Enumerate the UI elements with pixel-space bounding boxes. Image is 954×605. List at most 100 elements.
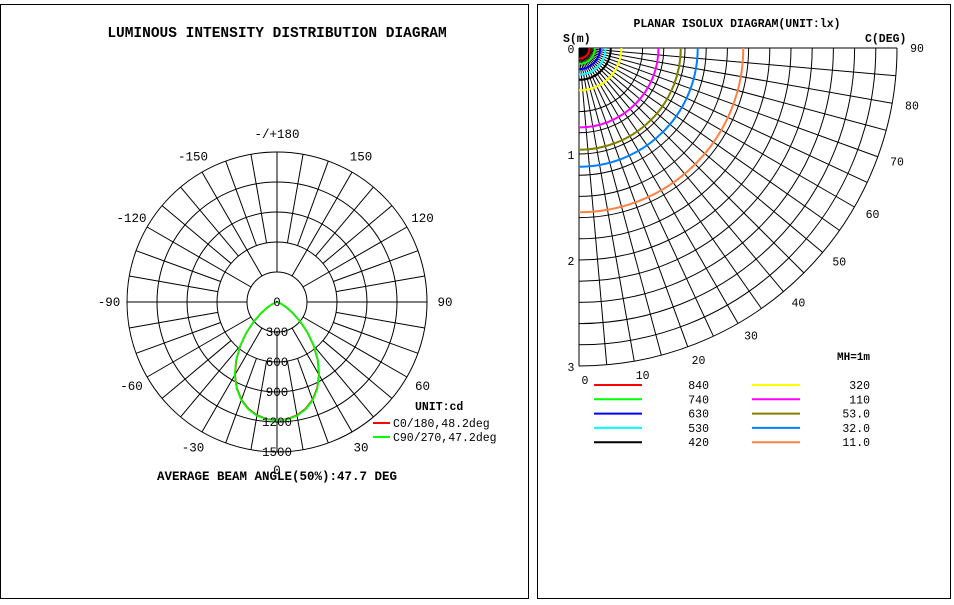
polar-grid-spoke bbox=[180, 347, 239, 418]
polar-angle-label: -/+180 bbox=[254, 128, 299, 142]
s-axis-tick: 0 bbox=[568, 44, 575, 57]
s-axis-label: S(m) bbox=[563, 33, 591, 46]
left-panel-frame bbox=[0, 4, 529, 599]
polar-radial-label: 0 bbox=[273, 296, 281, 310]
c-axis-tick: 70 bbox=[890, 157, 904, 170]
isolux-grid-spoke bbox=[578, 47, 840, 231]
isolux-panel: PLANAR ISOLUX DIAGRAM(UNIT:lx) S(m) C(DE… bbox=[563, 18, 924, 450]
polar-grid-spoke bbox=[180, 186, 239, 257]
c-axis-tick: 50 bbox=[832, 256, 846, 269]
legend-entry: C90/270,47.2deg bbox=[393, 432, 497, 445]
polar-angle-label: 90 bbox=[437, 296, 452, 310]
right-panel-title: PLANAR ISOLUX DIAGRAM(UNIT:lx) bbox=[633, 18, 840, 31]
polar-angle-label: -30 bbox=[182, 441, 205, 455]
polar-grid-spoke bbox=[135, 250, 221, 282]
legend-entry: C0/180,48.2deg bbox=[393, 418, 490, 431]
intensity-distribution-panel: LUMINOUS INTENSITY DISTRIBUTION DIAGRAM … bbox=[98, 26, 497, 484]
polar-grid-spoke bbox=[333, 322, 419, 354]
isolux-legend-value: 32.0 bbox=[842, 423, 870, 436]
s-axis-tick: 3 bbox=[568, 362, 575, 375]
isolux-grid bbox=[578, 47, 898, 367]
polar-grid-spoke bbox=[250, 361, 268, 450]
c-axis-label: C(DEG) bbox=[865, 33, 906, 46]
polar-grid-spoke bbox=[286, 154, 304, 243]
beam-angle-footer: AVERAGE BEAM ANGLE(50%):47.7 DEG bbox=[157, 470, 397, 484]
isolux-grid-spoke bbox=[578, 47, 805, 274]
isolux-legend-value: 740 bbox=[688, 394, 709, 407]
polar-grid-spoke bbox=[336, 311, 425, 329]
polar-angle-label: -120 bbox=[116, 212, 146, 226]
polar-grid-spoke bbox=[315, 186, 374, 257]
c-axis-tick: 60 bbox=[866, 209, 880, 222]
polar-grid-spoke bbox=[302, 226, 408, 288]
polar-radial-labels: 0 300 600 900 1200 1500 bbox=[262, 296, 292, 460]
isolux-grid-spoke bbox=[578, 47, 784, 292]
polar-grid-spoke bbox=[333, 250, 419, 282]
isolux-legend-value: 53.0 bbox=[842, 409, 870, 422]
polar-grid-spoke bbox=[146, 226, 252, 288]
polar-radial-label: 600 bbox=[266, 356, 289, 370]
c-axis-tick: 20 bbox=[692, 355, 706, 368]
isolux-grid-spoke bbox=[578, 47, 662, 356]
isolux-contour bbox=[578, 47, 602, 71]
polar-grid-spoke bbox=[161, 205, 232, 264]
isolux-contour bbox=[578, 47, 660, 129]
polar-angle-labels: -/+180 150 -150 120 -120 90 -90 60 -60 30 -30 0 bbox=[98, 128, 453, 478]
polar-grid-spoke bbox=[315, 347, 374, 418]
polar-radial-label: 1500 bbox=[262, 446, 292, 460]
c-axis-tick: 90 bbox=[910, 43, 924, 56]
isolux-contour bbox=[578, 47, 596, 65]
polar-grid-spoke bbox=[336, 275, 425, 293]
polar-radial-label: 1200 bbox=[262, 416, 292, 430]
polar-angle-label: 150 bbox=[350, 151, 373, 165]
isolux-grid-spoke bbox=[578, 47, 635, 362]
polar-grid-spoke bbox=[297, 160, 329, 246]
polar-series-line bbox=[233, 301, 321, 422]
polar-angle-label: -150 bbox=[178, 151, 208, 165]
isolux-grid-spoke bbox=[578, 47, 868, 183]
isolux-legend-value: 11.0 bbox=[842, 437, 870, 450]
isolux-legend-value: 420 bbox=[688, 437, 709, 450]
isolux-grid-spoke bbox=[578, 47, 689, 347]
polar-grid-spoke bbox=[322, 340, 393, 399]
c-axis-tick: 0 bbox=[582, 375, 589, 388]
isolux-grid-spoke bbox=[578, 47, 893, 104]
c-axis-tick: 80 bbox=[905, 101, 919, 114]
isolux-contour bbox=[578, 47, 623, 92]
isolux-legend-value: 630 bbox=[688, 409, 709, 422]
isolux-grid-spoke bbox=[578, 47, 896, 77]
polar-grid-spoke bbox=[129, 311, 218, 329]
isolux-contour bbox=[578, 47, 745, 214]
isolux-grid-spoke bbox=[578, 47, 608, 365]
isolux-legend-value: 840 bbox=[688, 380, 709, 393]
polar-grid-spoke bbox=[302, 316, 408, 378]
c-axis-tick: 10 bbox=[636, 370, 650, 383]
polar-radial-label: 900 bbox=[266, 386, 289, 400]
isolux-grid-spoke bbox=[578, 47, 714, 337]
isolux-contour bbox=[578, 47, 682, 151]
polar-grid-spoke bbox=[250, 154, 268, 243]
c-axis-tick: 40 bbox=[791, 297, 805, 310]
polar-angle-label: 30 bbox=[353, 441, 368, 455]
polar-grid bbox=[126, 151, 428, 453]
isolux-contour bbox=[578, 47, 607, 76]
polar-grid-spoke bbox=[201, 327, 263, 433]
polar-grid-spoke bbox=[322, 205, 393, 264]
isolux-contours bbox=[578, 47, 745, 214]
polar-angle-label: 60 bbox=[415, 380, 430, 394]
c-axis-tick: 30 bbox=[744, 331, 758, 344]
isolux-contour bbox=[578, 47, 591, 60]
polar-angle-label: 0 bbox=[273, 464, 281, 478]
mounting-height-label: MH=1m bbox=[837, 352, 870, 364]
isolux-grid-spoke bbox=[578, 47, 855, 208]
right-panel-frame bbox=[537, 4, 951, 599]
s-axis-tick: 1 bbox=[568, 150, 575, 163]
polar-grid-spoke bbox=[135, 322, 221, 354]
polar-grid-spoke bbox=[129, 275, 218, 293]
polar-angle-label: -60 bbox=[120, 380, 143, 394]
isolux-legend-value: 320 bbox=[849, 380, 870, 393]
polar-grid-spoke bbox=[291, 327, 353, 433]
